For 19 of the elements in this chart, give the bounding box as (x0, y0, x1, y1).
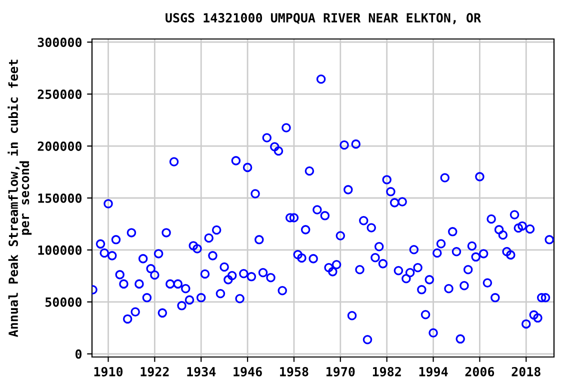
chart-title: USGS 14321000 UMPQUA RIVER NEAR ELKTON, OR (166, 13, 482, 24)
x-tick-label: 1958 (280, 366, 308, 376)
y-axis-title: Annual Peak Streamflow, in cubic feet per second (8, 60, 32, 338)
y-tick-label: 300000 (38, 38, 82, 48)
x-tick-label: 1934 (187, 366, 216, 376)
y-tick-label: 0 (76, 349, 82, 359)
x-tick-label: 2006 (465, 366, 494, 376)
x-tick-label: 1970 (326, 366, 355, 376)
y-tick-label: 150000 (38, 193, 82, 203)
y-tick-label: 200000 (38, 142, 82, 151)
x-tick-label: 1910 (94, 366, 123, 376)
x-tick-label: 1994 (419, 367, 448, 376)
x-tick-label: 2018 (512, 366, 540, 376)
x-tick-label: 1982 (372, 366, 401, 376)
y-tick-label: 50000 (46, 297, 82, 307)
x-tick-label: 1922 (140, 366, 169, 376)
y-tick-label: 100000 (38, 245, 82, 255)
y-tick-label: 250000 (38, 90, 82, 100)
x-tick-label: 1946 (234, 366, 262, 376)
